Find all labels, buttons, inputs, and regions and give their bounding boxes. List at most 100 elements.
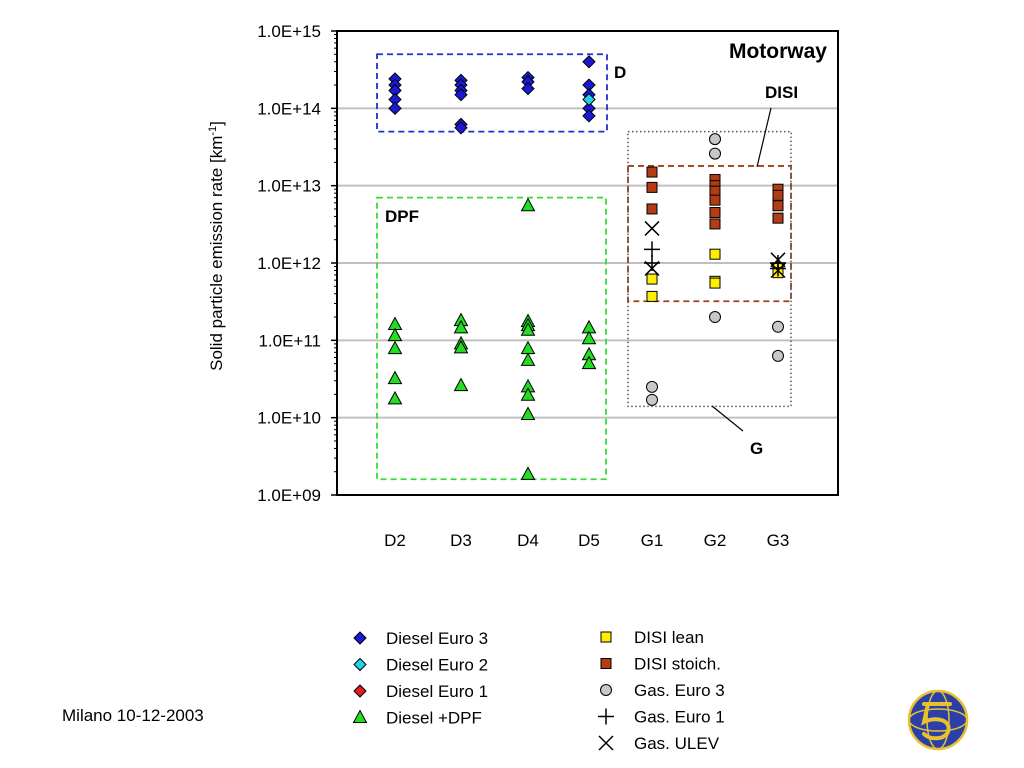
diesel-dpf-point (387, 370, 403, 385)
diesel-dpf-point (520, 197, 536, 212)
legend-label-disi-lean: DISI lean (634, 628, 704, 647)
y-axis-label-bracket: ] (207, 121, 226, 126)
legend-marker-diesel-euro-3 (353, 631, 367, 645)
gas-euro-3-point (646, 393, 658, 406)
legend-label-gas-euro-1: Gas. Euro 1 (634, 708, 725, 727)
diesel-dpf-point (453, 339, 469, 354)
disi-stoich-point (772, 189, 784, 201)
disi-stoich-point (646, 181, 658, 193)
disi-pointer-line (756, 107, 772, 168)
y-axis-label-exponent: -1 (207, 126, 219, 136)
diesel-euro-3-point (454, 88, 468, 102)
diesel-dpf-point (520, 340, 536, 355)
disi-stoich-point (709, 194, 721, 206)
legend-marker-diesel-dpf (352, 709, 368, 723)
y-tick-label: 1.0E+11 (258, 331, 321, 350)
legend-marker-gas-ulev (598, 735, 614, 751)
gas-ulev-point (770, 252, 786, 268)
group-boxes (376, 53, 792, 481)
data-points (387, 55, 786, 480)
legend-marker-gas-euro-3 (600, 684, 612, 696)
disi-stoich-point (772, 212, 784, 224)
y-axis-label-main: Solid particle emission rate [km (207, 136, 226, 371)
legend-marker-disi-lean (600, 631, 612, 643)
x-axis: D2 D3 D4 D5 G1 G2 G3 (384, 531, 789, 550)
diesel-dpf-point (581, 355, 597, 370)
y-axis-label: Solid particle emission rate [km-1] (207, 121, 226, 371)
group-box-labels: D DPF DISI G (385, 63, 798, 458)
gas-euro-1-point (770, 260, 786, 277)
y-tick-label: 1.0E+13 (257, 177, 321, 196)
diesel-dpf-point (520, 387, 536, 401)
disi-lean-point (709, 248, 721, 260)
legend-label-gas-ulev: Gas. ULEV (634, 734, 720, 753)
diesel-euro-3-point (582, 109, 596, 123)
x-tick-label: G2 (704, 531, 727, 550)
disi-stoich-point (646, 203, 658, 215)
legend-label-diesel-euro-2: Diesel Euro 2 (386, 656, 488, 675)
box-disi-label: DISI (765, 83, 798, 102)
disi-stoich-point (646, 166, 658, 178)
legend-label-diesel-dpf: Diesel +DPF (386, 709, 482, 728)
disi-stoich-point (709, 185, 721, 197)
legend-marker-gas-euro-1 (598, 708, 614, 725)
diesel-euro-3-point (521, 81, 535, 96)
diesel-dpf-point (520, 352, 536, 366)
disi-lean-point (646, 273, 658, 285)
x-tick-label: G1 (641, 531, 664, 550)
diesel-dpf-point (453, 319, 469, 334)
box-d-label: D (614, 63, 626, 82)
gas-euro-1-point (644, 241, 660, 258)
diesel-euro-2-point (582, 92, 596, 107)
box-dpf-label: DPF (385, 207, 419, 226)
y-tick-label: 1.0E+09 (257, 486, 321, 505)
gas-euro-3-point (772, 349, 784, 362)
diesel-dpf-point (520, 322, 536, 336)
gas-euro-3-point (709, 133, 721, 146)
y-tick-label: 1.0E+14 (257, 99, 321, 118)
legend-label-disi-stoich: DISI stoich. (634, 655, 721, 674)
y-axis: 1.0E+15 1.0E+14 1.0E+13 1.0E+12 1.0E+11 1.0E+… (257, 22, 337, 505)
gas-euro-3-point (772, 320, 784, 333)
diesel-euro-3-point (582, 55, 596, 69)
gas-ulev-point (644, 260, 660, 276)
diesel-dpf-point (520, 406, 536, 420)
g-pointer-line (711, 405, 744, 432)
footer-text: Milano 10-12-2003 (62, 706, 204, 725)
disi-stoich-point (709, 206, 721, 218)
disi-stoich-point (772, 200, 784, 212)
diesel-dpf-point (387, 390, 403, 405)
y-tick-label: 1.0E+12 (257, 254, 321, 273)
gas-euro-3-point (646, 380, 658, 393)
disi-lean-point (709, 277, 721, 289)
legend-label-diesel-euro-1: Diesel Euro 1 (386, 682, 488, 701)
y-tick-label: 1.0E+15 (257, 22, 321, 41)
box-g (627, 130, 792, 408)
disi-stoich-point (709, 218, 721, 230)
legend-marker-diesel-euro-1 (353, 684, 367, 698)
diesel-dpf-point (520, 466, 536, 480)
x-tick-label: D4 (517, 531, 539, 550)
box-dpf (376, 196, 607, 481)
diesel-dpf-point (387, 340, 403, 355)
box-g-label: G (750, 439, 763, 458)
diesel-dpf-point (581, 330, 597, 345)
gas-ulev-point (770, 262, 786, 279)
box-d (376, 53, 608, 133)
gas-euro-3-point (709, 311, 721, 324)
diesel-euro-3-point (388, 101, 402, 116)
legend-label-gas-euro-3: Gas. Euro 3 (634, 681, 725, 700)
legend-label-diesel-euro-3: Diesel Euro 3 (386, 629, 488, 648)
disi-lean-point (646, 290, 658, 302)
legend-marker-disi-stoich (600, 658, 612, 669)
legend-marker-diesel-euro-2 (353, 657, 367, 672)
x-tick-label: D5 (578, 531, 600, 550)
legend: Diesel Euro 3 Diesel Euro 2 Diesel Euro 1 D… (352, 628, 725, 753)
gas-euro-3-point (709, 147, 721, 160)
diesel-dpf-point (387, 327, 403, 342)
institution-logo (907, 689, 969, 751)
gas-ulev-point (644, 220, 660, 236)
x-tick-label: D2 (384, 531, 406, 550)
gridlines (337, 107, 838, 419)
